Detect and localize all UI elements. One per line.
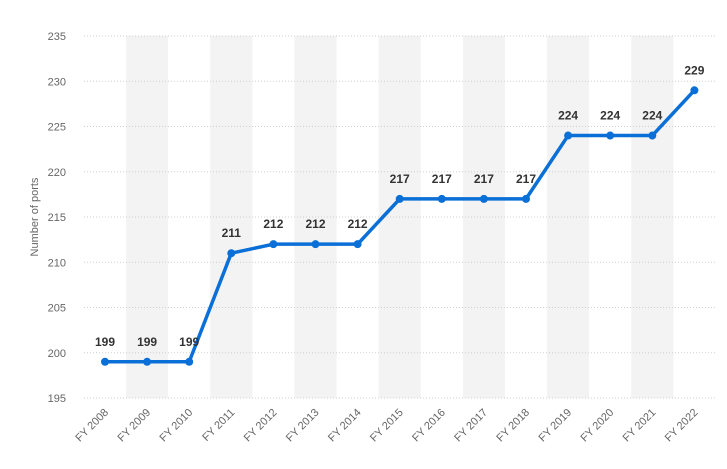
y-tick-label: 225 [48, 122, 66, 134]
y-axis-ticks: 195 200 205 210 215 220 225 230 235 [48, 31, 66, 405]
x-tick-label: FY 2010 [158, 407, 196, 445]
data-point [438, 195, 446, 203]
x-tick-label: FY 2013 [284, 407, 322, 445]
x-tick-label: FY 2008 [73, 407, 111, 445]
x-tick-label: FY 2015 [368, 407, 406, 445]
data-point [564, 132, 572, 140]
data-point [690, 86, 698, 94]
data-point [522, 195, 530, 203]
data-point [269, 240, 277, 248]
y-tick-label: 210 [48, 257, 66, 269]
data-label: 199 [95, 335, 115, 349]
data-point [480, 195, 488, 203]
x-axis-ticks: FY 2008 FY 2009 FY 2010 FY 2011 FY 2012 FY 20… [73, 407, 700, 445]
y-tick-label: 235 [48, 31, 66, 43]
data-label: 224 [642, 109, 662, 123]
data-label: 199 [137, 335, 157, 349]
data-point [185, 358, 193, 366]
data-label: 217 [516, 172, 536, 186]
data-point [354, 240, 362, 248]
y-axis-title: Number of ports [29, 177, 41, 256]
y-tick-label: 215 [48, 212, 66, 224]
y-tick-label: 220 [48, 167, 66, 179]
data-label: 212 [305, 217, 325, 231]
x-tick-label: FY 2020 [579, 407, 617, 445]
x-tick-label: FY 2018 [494, 407, 532, 445]
data-label: 212 [263, 217, 283, 231]
y-tick-label: 195 [48, 393, 66, 405]
data-point [227, 249, 235, 257]
x-tick-label: FY 2021 [621, 407, 659, 445]
y-tick-label: 205 [48, 303, 66, 315]
data-point [606, 132, 614, 140]
data-label: 229 [684, 63, 704, 77]
data-label: 211 [222, 226, 242, 240]
data-label: 217 [432, 172, 452, 186]
data-label: 217 [474, 172, 494, 186]
x-tick-label: FY 2017 [452, 407, 490, 445]
category-band [631, 36, 673, 398]
data-point [143, 358, 151, 366]
data-label: 224 [600, 109, 620, 123]
data-point [101, 358, 109, 366]
data-label: 217 [390, 172, 410, 186]
data-point [648, 132, 656, 140]
x-tick-label: FY 2014 [326, 407, 364, 445]
x-tick-label: FY 2009 [115, 407, 153, 445]
data-point [396, 195, 404, 203]
data-label: 224 [558, 109, 578, 123]
data-point [312, 240, 320, 248]
data-label: 199 [179, 335, 199, 349]
x-tick-label: FY 2011 [200, 407, 237, 444]
x-tick-label: FY 2019 [536, 407, 574, 445]
x-tick-label: FY 2012 [242, 407, 280, 445]
y-tick-label: 200 [48, 348, 66, 360]
x-tick-label: FY 2016 [410, 407, 448, 445]
data-label: 212 [348, 217, 368, 231]
x-tick-label: FY 2022 [663, 407, 701, 445]
y-tick-label: 230 [48, 76, 66, 88]
